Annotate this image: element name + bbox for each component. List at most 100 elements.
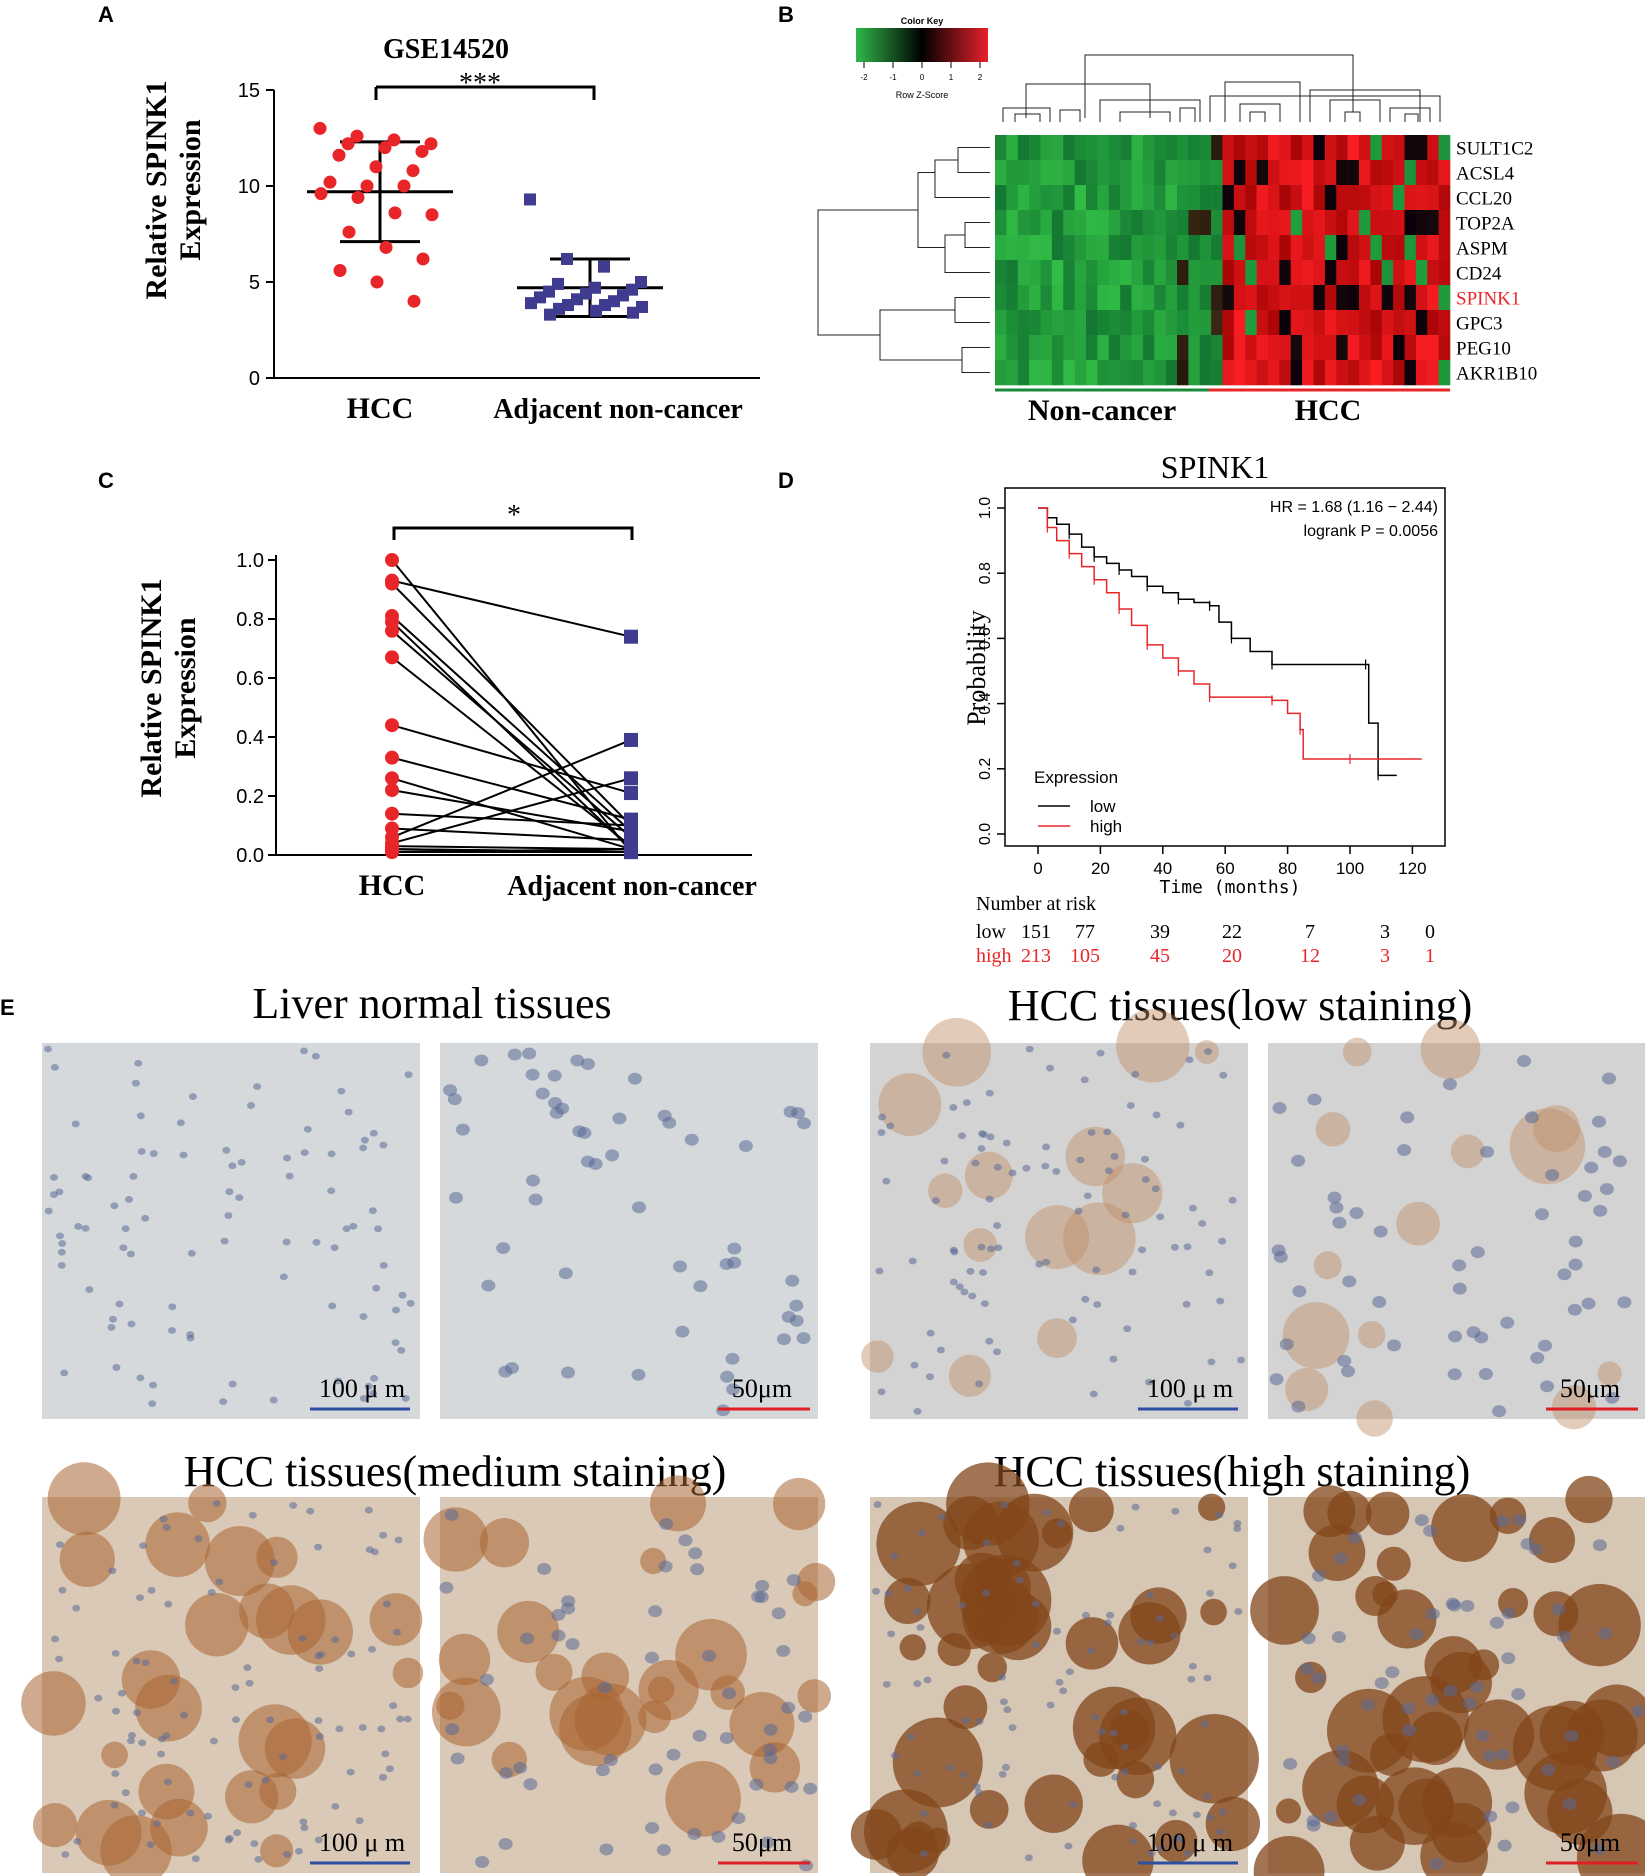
ihc-stain-patch xyxy=(1037,1318,1077,1359)
ihc-nucleus xyxy=(163,1778,172,1786)
ihc-nucleus xyxy=(507,1048,522,1061)
heatmap-cell xyxy=(1154,285,1166,311)
ihc-nucleus xyxy=(1505,1801,1520,1814)
ihc-nucleus xyxy=(1448,1330,1463,1343)
panel-d-x-tick-label: 0 xyxy=(1033,859,1042,878)
ihc-nucleus xyxy=(1291,1154,1306,1167)
ihc-nucleus xyxy=(282,1238,291,1246)
heatmap-cell xyxy=(1097,160,1110,186)
panel-a-category-adjacent: Adjacent non-cancer xyxy=(493,394,743,425)
panel-d-y-tick-label: 0.0 xyxy=(977,823,994,845)
heatmap-cell xyxy=(1313,310,1326,336)
column-dendrogram-branch xyxy=(1309,89,1421,122)
ihc-nucleus xyxy=(278,1753,287,1761)
ihc-nucleus xyxy=(1292,1285,1307,1298)
ihc-nucleus xyxy=(126,1737,135,1745)
heatmap-cell xyxy=(1211,260,1223,286)
heatmap-cell xyxy=(1131,160,1144,186)
ihc-nucleus xyxy=(1105,1167,1114,1175)
ihc-nucleus xyxy=(231,1716,240,1724)
heatmap-cell xyxy=(1177,285,1189,311)
panel-c-point-hcc xyxy=(385,553,399,567)
heatmap-cell xyxy=(1313,235,1326,261)
heatmap-cell xyxy=(1290,260,1303,286)
ihc-nucleus xyxy=(940,1157,949,1165)
heatmap-cell xyxy=(1256,310,1269,336)
heatmap-cell xyxy=(1233,235,1246,261)
ihc-nucleus xyxy=(448,1191,463,1204)
heatmap-cell xyxy=(1131,235,1144,261)
ihc-stain-patch xyxy=(1315,1111,1351,1147)
ihc-nucleus xyxy=(207,1589,216,1596)
ihc-nucleus xyxy=(444,1509,459,1521)
heatmap-cell xyxy=(1438,360,1451,386)
heatmap-cell xyxy=(1120,260,1132,286)
ihc-nucleus xyxy=(1234,1608,1243,1615)
ihc-stain-patch xyxy=(964,1151,1013,1200)
ihc-image-background xyxy=(440,1043,818,1419)
ihc-stain-patch xyxy=(729,1691,795,1757)
heatmap-cell xyxy=(1427,335,1439,361)
heatmap-cell xyxy=(1108,235,1121,261)
ihc-nucleus xyxy=(1429,1858,1444,1870)
heatmap-cell xyxy=(1438,285,1451,311)
heatmap-cell xyxy=(1097,360,1110,386)
ihc-nucleus xyxy=(1205,1269,1214,1277)
ihc-nucleus xyxy=(228,1380,237,1388)
column-dendrogram-branch xyxy=(1002,107,1051,122)
ihc-nucleus xyxy=(266,1716,275,1724)
panel-a-point-hcc xyxy=(406,164,420,178)
ihc-nucleus xyxy=(913,1680,922,1688)
panel-d-y-tick-label: 0.6 xyxy=(977,627,994,649)
heatmap-cell xyxy=(1199,135,1212,161)
heatmap-cell xyxy=(1074,360,1087,386)
panel-d-hr: HR = 1.68 (1.16 − 2.44) xyxy=(1270,499,1438,516)
ihc-nucleus xyxy=(162,1523,171,1531)
ihc-image-background xyxy=(1268,1043,1645,1419)
heatmap-cell xyxy=(1154,360,1166,386)
ihc-nucleus xyxy=(913,1608,922,1615)
e-title-low: HCC tissues(low staining) xyxy=(1008,981,1472,1030)
ihc-nucleus xyxy=(138,1809,147,1817)
heatmap-cell xyxy=(1256,360,1269,386)
heatmap-cell xyxy=(1086,160,1098,186)
heatmap-cell xyxy=(1051,335,1064,361)
risk-table-value: 45 xyxy=(1150,945,1170,967)
panel-a-point-adjacent xyxy=(627,306,639,319)
ihc-stain-patch xyxy=(1336,1775,1395,1834)
heatmap-cell xyxy=(1427,135,1439,161)
panel-a-point-hcc xyxy=(323,175,337,189)
ihc-stain-patch xyxy=(1250,1576,1319,1645)
ihc-nucleus xyxy=(1597,1146,1612,1158)
ihc-nucleus xyxy=(923,1676,932,1684)
heatmap-cell xyxy=(1051,310,1064,336)
ihc-nucleus xyxy=(1216,1297,1225,1305)
heatmap-cell xyxy=(1165,185,1178,211)
panel-d-curves xyxy=(1038,507,1422,781)
panel-d-axes: 0.0 0.2 0.4 0.6 0.8 1.0 0 20 40 60 80 100 120 xyxy=(977,497,1427,878)
ihc-nucleus xyxy=(1120,1768,1129,1776)
risk-table-value: 213 xyxy=(1021,945,1051,967)
ihc-stain-patch xyxy=(535,1653,573,1691)
row-dendrogram-branch xyxy=(817,209,918,336)
panel-c-point-adjacent xyxy=(624,845,638,860)
ihc-nucleus xyxy=(522,1047,537,1060)
heatmap-cell xyxy=(1427,185,1439,211)
panel-a-category-hcc: HCC xyxy=(347,392,414,425)
panel-a-points xyxy=(307,121,663,321)
ihc-nucleus xyxy=(244,1781,253,1788)
ihc-nucleus xyxy=(71,1120,80,1128)
ihc-nucleus xyxy=(167,1327,176,1334)
ihc-nucleus xyxy=(1216,1828,1225,1836)
ihc-nucleus xyxy=(959,1771,968,1779)
group-label-hcc: HCC xyxy=(1295,394,1362,427)
panel-c-pair-line xyxy=(391,656,632,847)
panel-c-ylabel: Relative SPINK1 Expression xyxy=(135,578,202,797)
ihc-nucleus xyxy=(372,1284,381,1292)
heatmap-cell xyxy=(1120,185,1132,211)
heatmap-cell xyxy=(1188,210,1201,236)
panel-c-point-hcc xyxy=(385,845,399,860)
heatmap-cell xyxy=(1131,135,1144,161)
ihc-image-medium-left: 100 μ m xyxy=(21,1462,424,1876)
heatmap-cell xyxy=(1029,135,1041,161)
